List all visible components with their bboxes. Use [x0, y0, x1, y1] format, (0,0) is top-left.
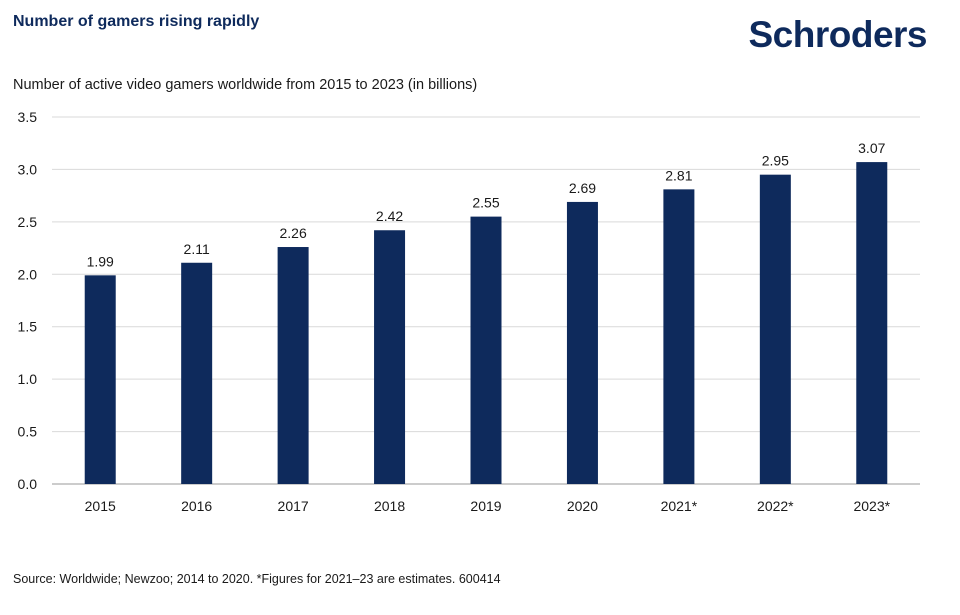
bar [84, 275, 116, 484]
x-tick-label: 2021* [661, 498, 698, 514]
x-tick-label: 2015 [85, 498, 116, 514]
brand-logo: Schroders [748, 14, 927, 55]
y-tick-label: 3.0 [18, 161, 38, 177]
x-tick-label: 2023* [853, 498, 890, 514]
x-tick-label: 2017 [278, 498, 309, 514]
y-tick-label: 1.0 [18, 371, 38, 387]
data-label: 2.26 [279, 225, 306, 241]
data-label: 1.99 [87, 253, 114, 269]
y-tick-label: 1.5 [18, 319, 38, 335]
data-label: 2.95 [762, 153, 789, 169]
bar [181, 262, 213, 484]
bar [856, 162, 888, 485]
y-tick-label: 2.5 [18, 214, 38, 230]
x-tick-label: 2018 [374, 498, 405, 514]
bar [759, 174, 791, 484]
source-note: Source: Worldwide; Newzoo; 2014 to 2020.… [13, 572, 501, 586]
y-tick-label: 0.0 [18, 476, 38, 492]
bar [374, 230, 406, 484]
bar [663, 189, 695, 484]
data-label: 2.11 [184, 241, 210, 257]
data-label: 2.69 [569, 180, 596, 196]
x-tick-label: 2020 [567, 498, 598, 514]
bar [277, 247, 309, 484]
x-tick-label: 2022* [757, 498, 794, 514]
y-tick-label: 3.5 [18, 109, 38, 125]
data-label: 2.81 [665, 167, 692, 183]
bar [566, 201, 598, 485]
x-tick-label: 2019 [470, 498, 501, 514]
x-tick-label: 2016 [181, 498, 212, 514]
bar [470, 216, 502, 484]
y-tick-label: 2.0 [18, 266, 38, 282]
data-label: 2.42 [376, 208, 403, 224]
y-tick-label: 0.5 [18, 424, 38, 440]
chart-headline: Number of gamers rising rapidly [13, 13, 260, 30]
chart-title: Number of active video gamers worldwide … [13, 77, 478, 93]
data-label: 3.07 [858, 140, 885, 156]
data-label: 2.55 [472, 195, 499, 211]
